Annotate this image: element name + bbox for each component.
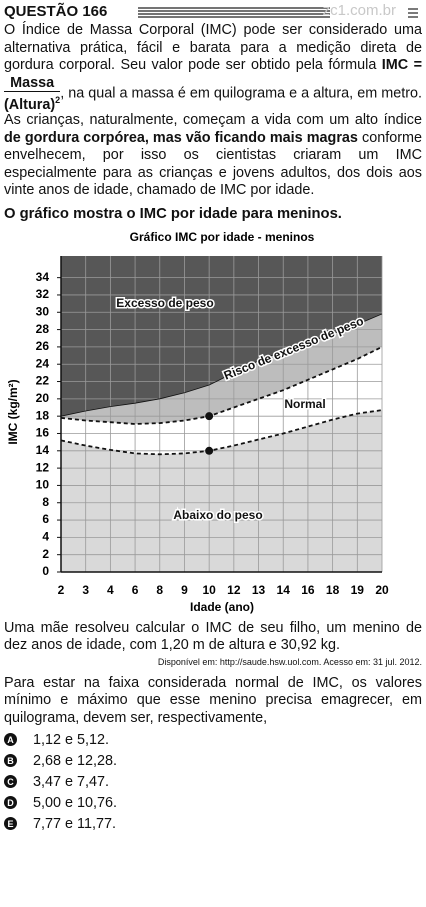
boundary-line (60, 409, 383, 455)
option-text: 1,12 e 5,12. (33, 731, 110, 748)
option-letter: C (4, 775, 17, 789)
point (205, 411, 214, 420)
region-label: Abaixo do peso (173, 508, 262, 522)
watermark: zc1.com.br (322, 2, 396, 19)
region-label: Normal (284, 397, 325, 411)
option[interactable]: D 5,00 e 10,76. (4, 794, 422, 811)
x-tick-label: 10 (202, 583, 216, 597)
y-tick-label: 18 (36, 408, 50, 422)
option-text: 3,47 e 7,47. (33, 773, 110, 790)
y-tick-label: 0 (42, 564, 49, 578)
x-tick-label: 8 (156, 583, 163, 597)
x-tick-label: 19 (351, 583, 365, 597)
x-tick-label: 2 (58, 583, 65, 597)
chart-title: Gráfico IMC por idade - meninos (130, 230, 315, 244)
x-tick-label: 6 (132, 583, 139, 597)
x-tick-label: 18 (326, 583, 340, 597)
y-tick-label: 24 (36, 356, 50, 370)
option-letter: E (4, 817, 17, 831)
chart: Idade (ano) IMC (kg/m²) 0246810121416182… (6, 230, 389, 614)
x-tick-label: 16 (301, 583, 315, 597)
scenario: Uma mãe resolveu calcular o IMC de seu f… (4, 619, 422, 654)
option-letter: D (4, 796, 17, 810)
exponent: 2 (55, 94, 61, 105)
graph-intro: O gráfico mostra o IMC por idade para me… (4, 205, 342, 222)
y-tick-label: 8 (42, 495, 49, 509)
header: QUESTÃO 166 zc1.com.br (0, 0, 426, 22)
y-tick-label: 16 (36, 425, 50, 439)
option-text: 5,00 e 10,76. (33, 794, 118, 811)
denominator-wrap: (Altura)2 (4, 92, 60, 113)
header-rule (138, 7, 418, 18)
y-tick-label: 12 (36, 460, 50, 474)
fraction: Massa (Altura)2 (4, 75, 61, 113)
y-tick-label: 4 (42, 529, 49, 543)
region (61, 255, 382, 416)
option[interactable]: B 2,68 e 12,28. (4, 752, 422, 769)
formula-lhs: IMC = (381, 57, 423, 73)
region (61, 313, 382, 424)
numerator: Massa (4, 75, 61, 92)
y-tick-label: 34 (36, 270, 50, 284)
x-tick-label: 3 (82, 583, 89, 597)
option-letter: A (4, 733, 17, 747)
y-tick-label: 14 (36, 443, 50, 457)
y-tick-label: 30 (36, 304, 50, 318)
y-tick-label: 6 (42, 512, 49, 526)
x-tick-label: 9 (181, 583, 188, 597)
y-tick-label: 22 (36, 374, 50, 388)
y-tick-label: 20 (36, 391, 50, 405)
text: O Índice de Massa Corporal (IMC) pode se… (4, 22, 422, 73)
options: A 1,12 e 5,12. B 2,68 e 12,28. C 3,47 e 7,47.… (0, 731, 426, 832)
option-letter: B (4, 754, 17, 768)
x-tick-label: 13 (252, 583, 266, 597)
y-tick-label: 10 (36, 477, 50, 491)
region-label: Excesso de peso (116, 296, 213, 310)
boundary-line (60, 345, 383, 425)
option[interactable]: A 1,12 e 5,12. (4, 731, 422, 748)
x-axis-label: Idade (ano) (190, 600, 254, 614)
x-tick-label: 4 (107, 583, 114, 597)
option-text: 7,77 e 11,77. (33, 815, 116, 832)
y-tick-label: 26 (36, 339, 50, 353)
x-tick-label: 20 (375, 583, 389, 597)
text: conforme envelhecem, por isso os cientis… (4, 129, 422, 199)
x-tick-label: 14 (277, 583, 291, 597)
question: Para estar na faixa considerada normal d… (4, 674, 422, 726)
boundary-line (60, 313, 383, 417)
question-title: QUESTÃO 166 (4, 3, 108, 20)
text: , na qual a massa é em quilograma e a al… (4, 85, 422, 129)
option[interactable]: E 7,77 e 11,77. (4, 815, 422, 832)
y-tick-label: 32 (36, 287, 50, 301)
y-axis-label: IMC (kg/m²) (6, 379, 20, 444)
point (205, 446, 214, 455)
source: Disponível em: http://saude.hsw.uol.com.… (157, 656, 422, 667)
bold-text: de gordura corpórea, mas vão ficando mai… (4, 129, 358, 146)
y-tick-label: 28 (36, 322, 50, 336)
denominator: (Altura) (4, 96, 56, 113)
option-text: 2,68 e 12,28. (33, 752, 118, 769)
x-tick-label: 12 (227, 583, 241, 597)
option[interactable]: C 3,47 e 7,47. (4, 773, 422, 790)
y-tick-label: 2 (42, 547, 49, 561)
intro: O Índice de Massa Corporal (IMC) pode se… (4, 22, 422, 200)
